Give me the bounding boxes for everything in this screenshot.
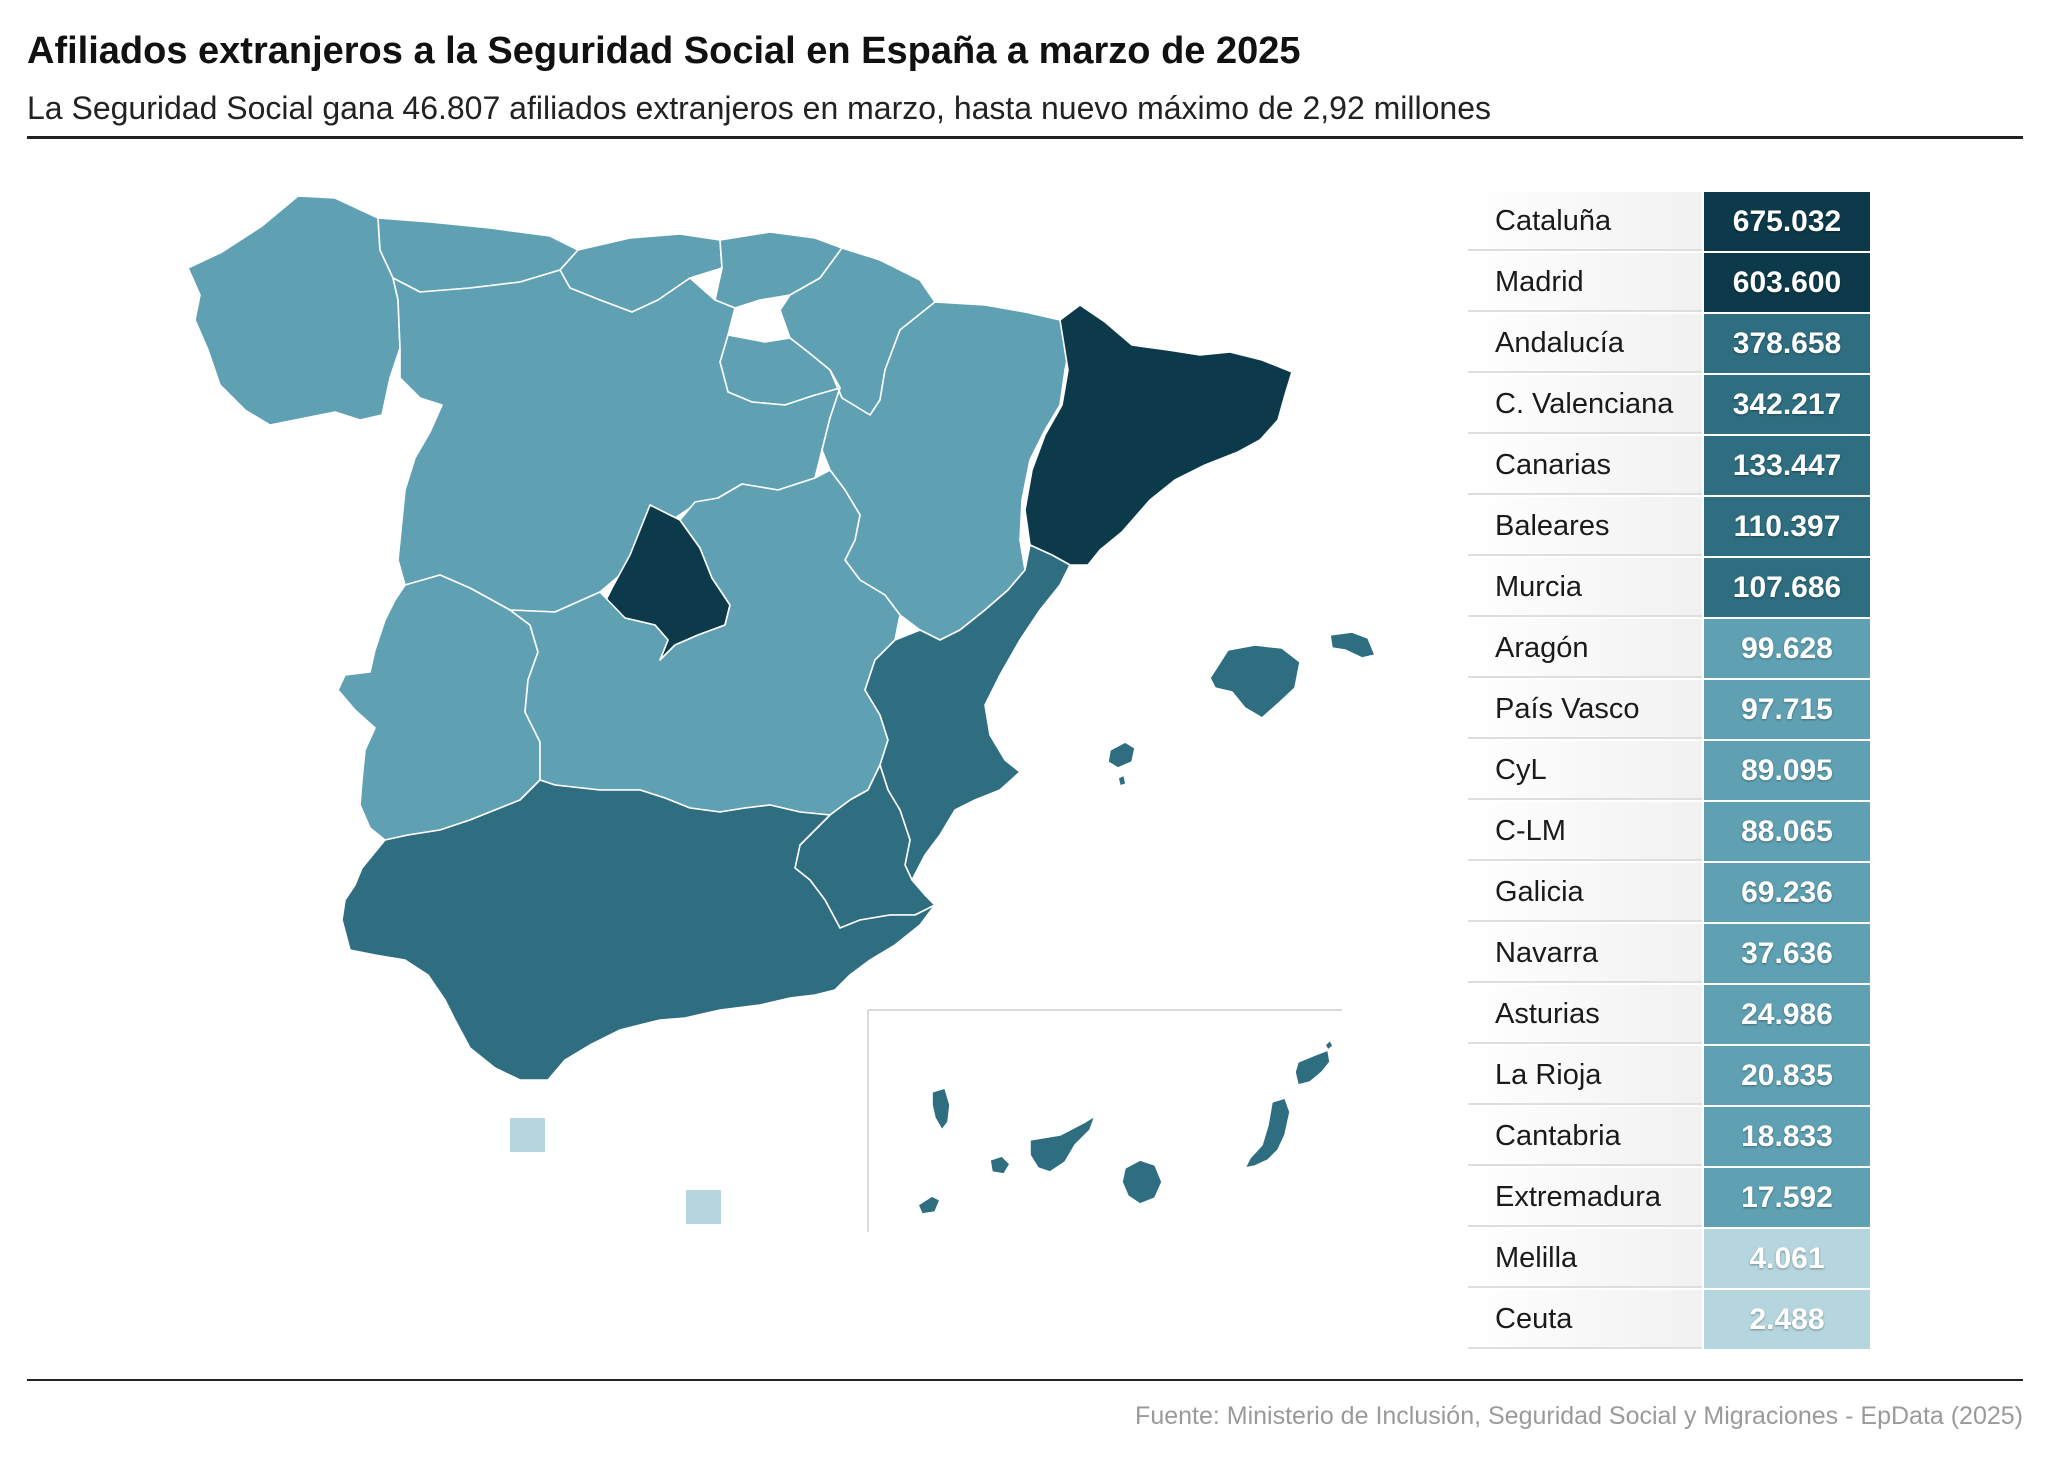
region-value: 18.833 xyxy=(1704,1107,1870,1166)
region-name: País Vasco xyxy=(1468,680,1702,739)
region-value: 107.686 xyxy=(1704,558,1870,617)
region-value: 603.600 xyxy=(1704,253,1870,312)
region-canarias-la-palma[interactable] xyxy=(931,1087,951,1131)
region-name: Andalucía xyxy=(1468,314,1702,373)
region-name: Canarias xyxy=(1468,436,1702,495)
region-ceuta[interactable] xyxy=(510,1118,545,1152)
region-melilla[interactable] xyxy=(686,1190,721,1224)
table-row: Canarias 133.447 xyxy=(1468,436,1870,495)
region-galicia[interactable] xyxy=(187,195,401,426)
table-row: Cataluña 675.032 xyxy=(1468,192,1870,251)
table-row: Galicia 69.236 xyxy=(1468,863,1870,922)
region-cataluna[interactable] xyxy=(1024,304,1293,566)
region-name: Melilla xyxy=(1468,1229,1702,1288)
table-row: C. Valenciana 342.217 xyxy=(1468,375,1870,434)
region-canarias-gran-canaria[interactable] xyxy=(1121,1159,1163,1205)
region-name: Baleares xyxy=(1468,497,1702,556)
table-row: Baleares 110.397 xyxy=(1468,497,1870,556)
region-name: Madrid xyxy=(1468,253,1702,312)
table-row: CyL 89.095 xyxy=(1468,741,1870,800)
region-name: Asturias xyxy=(1468,985,1702,1044)
table-row: Melilla 4.061 xyxy=(1468,1229,1870,1288)
region-value: 99.628 xyxy=(1704,619,1870,678)
region-name: Navarra xyxy=(1468,924,1702,983)
table-row: País Vasco 97.715 xyxy=(1468,680,1870,739)
region-valenciana[interactable] xyxy=(864,544,1071,881)
chart-subtitle: La Seguridad Social gana 46.807 afiliado… xyxy=(27,90,1491,126)
region-baleares-mallorca[interactable] xyxy=(1209,644,1301,719)
table-row: Extremadura 17.592 xyxy=(1468,1168,1870,1227)
region-baleares-ibiza[interactable] xyxy=(1107,741,1136,769)
table-row: Murcia 107.686 xyxy=(1468,558,1870,617)
table-row: Andalucía 378.658 xyxy=(1468,314,1870,373)
source-note: Fuente: Ministerio de Inclusión, Segurid… xyxy=(1135,1402,2023,1430)
region-baleares-menorca[interactable] xyxy=(1329,631,1376,659)
region-name: CyL xyxy=(1468,741,1702,800)
region-baleares-formentera[interactable] xyxy=(1117,774,1127,787)
region-value: 378.658 xyxy=(1704,314,1870,373)
region-extremadura[interactable] xyxy=(337,574,541,841)
region-canarias-la-gomera[interactable] xyxy=(989,1155,1011,1175)
region-value: 20.835 xyxy=(1704,1046,1870,1105)
region-value: 2.488 xyxy=(1704,1290,1870,1349)
top-divider xyxy=(27,136,2023,139)
region-name: Galicia xyxy=(1468,863,1702,922)
region-value: 37.636 xyxy=(1704,924,1870,983)
region-name: Extremadura xyxy=(1468,1168,1702,1227)
region-value: 88.065 xyxy=(1704,802,1870,861)
region-value: 24.986 xyxy=(1704,985,1870,1044)
region-value: 675.032 xyxy=(1704,192,1870,251)
table-row: Ceuta 2.488 xyxy=(1468,1290,1870,1349)
region-canarias-el-hierro[interactable] xyxy=(917,1195,941,1215)
region-andalucia[interactable] xyxy=(341,779,936,1081)
region-name: Cataluña xyxy=(1468,192,1702,251)
chart-title: Afiliados extranjeros a la Seguridad Soc… xyxy=(27,30,1301,72)
region-name: La Rioja xyxy=(1468,1046,1702,1105)
table-row: C-LM 88.065 xyxy=(1468,802,1870,861)
spain-choropleth-map xyxy=(187,195,1376,1232)
region-value: 110.397 xyxy=(1704,497,1870,556)
ranking-table: Cataluña 675.032 Madrid 603.600 Andalucía 378… xyxy=(1468,192,1870,1351)
region-canarias-lanzarote[interactable] xyxy=(1294,1049,1331,1086)
region-value: 69.236 xyxy=(1704,863,1870,922)
bottom-divider xyxy=(27,1379,2023,1381)
region-canarias-la-graciosa[interactable] xyxy=(1324,1039,1334,1051)
table-row: Asturias 24.986 xyxy=(1468,985,1870,1044)
table-row: Aragón 99.628 xyxy=(1468,619,1870,678)
region-canarias-tenerife[interactable] xyxy=(1029,1115,1096,1173)
region-name: Murcia xyxy=(1468,558,1702,617)
region-value: 342.217 xyxy=(1704,375,1870,434)
table-row: Madrid 603.600 xyxy=(1468,253,1870,312)
region-name: C-LM xyxy=(1468,802,1702,861)
region-name: Ceuta xyxy=(1468,1290,1702,1349)
table-row: La Rioja 20.835 xyxy=(1468,1046,1870,1105)
table-row: Navarra 37.636 xyxy=(1468,924,1870,983)
region-value: 17.592 xyxy=(1704,1168,1870,1227)
region-value: 89.095 xyxy=(1704,741,1870,800)
region-canarias-fuerteventura[interactable] xyxy=(1244,1097,1291,1169)
table-row: Cantabria 18.833 xyxy=(1468,1107,1870,1166)
region-value: 97.715 xyxy=(1704,680,1870,739)
region-name: Aragón xyxy=(1468,619,1702,678)
region-name: Cantabria xyxy=(1468,1107,1702,1166)
region-value: 133.447 xyxy=(1704,436,1870,495)
region-value: 4.061 xyxy=(1704,1229,1870,1288)
region-name: C. Valenciana xyxy=(1468,375,1702,434)
